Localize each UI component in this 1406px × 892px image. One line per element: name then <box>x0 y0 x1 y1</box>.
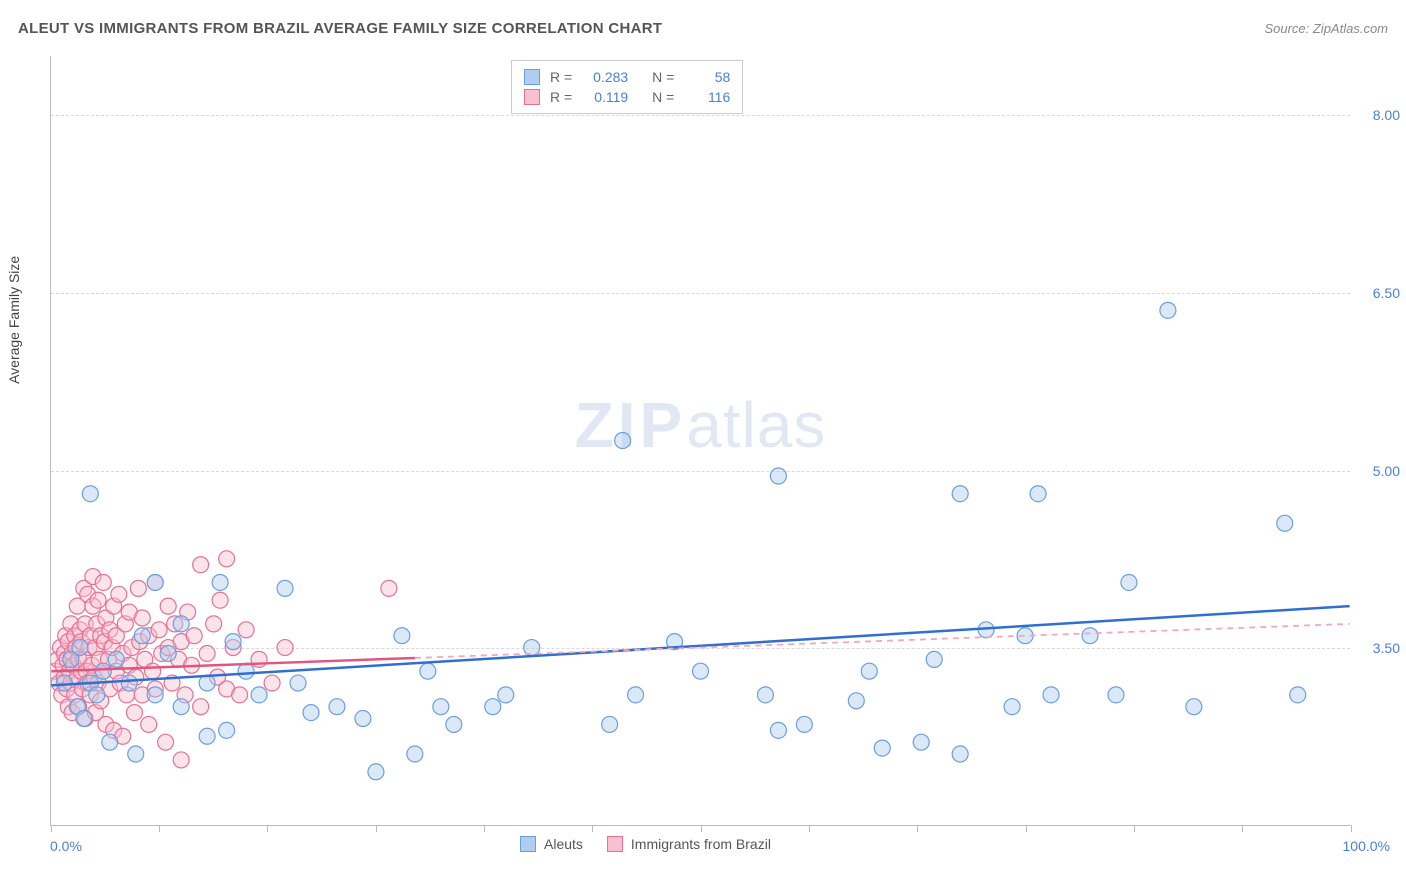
legend-label-brazil: Immigrants from Brazil <box>631 836 771 852</box>
y-axis-title: Average Family Size <box>6 256 22 384</box>
series-legend: Aleuts Immigrants from Brazil <box>520 836 771 852</box>
x-label-min: 0.0% <box>50 838 82 854</box>
r-value-brazil: 0.119 <box>582 89 628 105</box>
swatch-aleuts-icon <box>520 836 536 852</box>
legend-item-brazil: Immigrants from Brazil <box>607 836 771 852</box>
x-label-max: 100.0% <box>1343 838 1390 854</box>
y-tick-label: 6.50 <box>1373 285 1400 301</box>
n-label: N = <box>652 69 674 85</box>
legend-item-aleuts: Aleuts <box>520 836 583 852</box>
swatch-brazil-icon <box>607 836 623 852</box>
n-label: N = <box>652 89 674 105</box>
legend-label-aleuts: Aleuts <box>544 836 583 852</box>
correlation-legend: R = 0.283 N = 58 R = 0.119 N = 116 <box>511 60 743 114</box>
r-label: R = <box>550 69 572 85</box>
chart-title: ALEUT VS IMMIGRANTS FROM BRAZIL AVERAGE … <box>18 20 662 37</box>
n-value-brazil: 116 <box>684 89 730 105</box>
title-bar: ALEUT VS IMMIGRANTS FROM BRAZIL AVERAGE … <box>18 20 1388 37</box>
swatch-brazil <box>524 89 540 105</box>
r-value-aleuts: 0.283 <box>582 69 628 85</box>
swatch-aleuts <box>524 69 540 85</box>
r-label: R = <box>550 89 572 105</box>
n-value-aleuts: 58 <box>684 69 730 85</box>
y-tick-label: 5.00 <box>1373 463 1400 479</box>
legend-row-brazil: R = 0.119 N = 116 <box>524 87 730 107</box>
source-attribution: Source: ZipAtlas.com <box>1264 21 1388 36</box>
legend-row-aleuts: R = 0.283 N = 58 <box>524 67 730 87</box>
plot-area: ZIPatlas R = 0.283 N = 58 R = 0.119 N = … <box>50 56 1350 826</box>
y-tick-label: 3.50 <box>1373 640 1400 656</box>
y-tick-label: 8.00 <box>1373 107 1400 123</box>
scatter-svg <box>51 56 1350 825</box>
